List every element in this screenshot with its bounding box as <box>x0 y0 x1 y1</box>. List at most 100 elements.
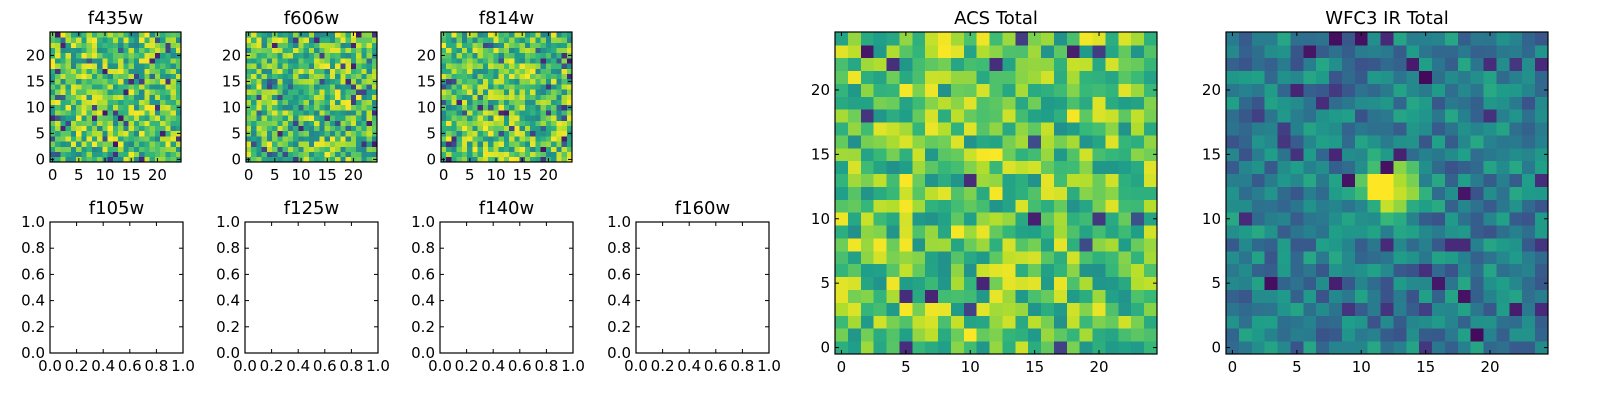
heatmap-cell <box>912 238 926 252</box>
heatmap-cell <box>556 73 562 80</box>
heatmap-cell <box>1028 160 1042 175</box>
heatmap-cell <box>175 84 182 90</box>
heatmap-cell <box>1131 328 1145 342</box>
heatmap-cell <box>561 110 568 116</box>
heatmap-cell <box>514 136 520 142</box>
heatmap-cell <box>345 151 352 158</box>
heatmap-cell <box>561 141 568 147</box>
heatmap-cell <box>1470 57 1484 72</box>
heatmap-cell <box>938 122 952 136</box>
heatmap-cell <box>467 146 473 152</box>
heatmap-cell <box>86 73 93 80</box>
heatmap-cell <box>350 84 357 90</box>
heatmap-cell <box>298 89 305 95</box>
heatmap-cell <box>1432 135 1446 149</box>
heatmap-cell <box>303 63 310 69</box>
heatmap-cell <box>118 115 124 121</box>
heatmap-cell <box>545 110 552 116</box>
heatmap-cell <box>1238 302 1253 316</box>
heatmap-cell <box>1118 328 1132 342</box>
heatmap-cell <box>86 130 93 137</box>
heatmap-cell <box>561 104 568 111</box>
heatmap-cell <box>847 238 862 252</box>
heatmap-cell <box>493 125 500 132</box>
heatmap-cell <box>1092 302 1106 316</box>
heatmap-cell <box>566 89 573 95</box>
heatmap-cell <box>1354 135 1369 149</box>
heatmap-cell <box>251 156 257 163</box>
heatmap-cell <box>70 73 77 80</box>
y-tick-label: 1.0 <box>411 213 435 231</box>
heatmap-cell <box>1329 70 1343 84</box>
heatmap-cell <box>503 115 510 121</box>
heatmap-cell <box>441 141 447 147</box>
heatmap-cell <box>472 52 479 59</box>
heatmap-cell <box>938 135 952 149</box>
heatmap-cell <box>925 147 939 162</box>
heatmap-cell <box>1028 263 1042 278</box>
heatmap-cell <box>308 141 315 147</box>
heatmap-cell <box>1483 276 1497 290</box>
heatmap-cell <box>76 99 82 106</box>
heatmap-cell <box>1470 263 1484 278</box>
heatmap-cell <box>133 42 140 48</box>
heatmap-cell <box>361 141 367 147</box>
heatmap-cell <box>1470 328 1484 342</box>
heatmap-cell <box>1470 238 1484 252</box>
heatmap-cell <box>1251 212 1266 226</box>
heatmap-cell <box>60 32 67 38</box>
heatmap-cell <box>847 109 862 123</box>
heatmap-cell <box>503 110 510 116</box>
heatmap-cell <box>1131 225 1145 239</box>
heatmap-cell <box>446 58 452 64</box>
heatmap-cell <box>308 63 315 69</box>
y-tick-label: 20 <box>1202 81 1221 99</box>
heatmap-cell <box>873 57 887 72</box>
heatmap-cell <box>456 63 463 69</box>
heatmap-cell <box>472 151 479 158</box>
heatmap-cell <box>293 125 299 132</box>
heatmap-cell <box>472 120 479 126</box>
heatmap-cell <box>1316 83 1330 97</box>
heatmap-cell <box>446 151 452 158</box>
heatmap-cell <box>165 78 171 85</box>
heatmap-cell <box>1329 186 1343 200</box>
heatmap-cell <box>1015 315 1029 329</box>
heatmap-cell <box>144 32 150 38</box>
heatmap-cell <box>1496 109 1510 123</box>
heatmap-cell <box>472 68 479 74</box>
heatmap-cell <box>938 83 952 97</box>
heatmap-cell <box>139 110 145 116</box>
heatmap-cell <box>324 68 331 74</box>
heatmap-cell <box>488 125 494 132</box>
heatmap-cell <box>1251 32 1266 46</box>
heatmap-cell <box>1131 276 1145 290</box>
y-tick-label: 10 <box>1202 210 1221 228</box>
heatmap-cell <box>282 47 289 54</box>
heatmap-cell <box>1496 341 1510 355</box>
heatmap-cell <box>498 99 505 106</box>
heatmap-cell <box>329 42 336 48</box>
heatmap-cell <box>873 199 887 213</box>
heatmap-cell <box>123 151 129 158</box>
heatmap-cell <box>886 186 900 200</box>
heatmap-cell <box>488 47 494 54</box>
heatmap-cell <box>503 58 510 64</box>
heatmap-cell <box>1483 315 1497 329</box>
heatmap-cell <box>287 99 294 106</box>
heatmap-cell <box>456 151 463 158</box>
heatmap-cell <box>530 115 536 121</box>
heatmap-cell <box>261 37 268 43</box>
heatmap-cell <box>524 78 531 85</box>
heatmap-cell <box>1118 96 1132 110</box>
heatmap-cell <box>1290 225 1304 239</box>
heatmap-cell <box>81 78 88 85</box>
heatmap-cell <box>70 151 77 158</box>
heatmap-cell <box>1367 341 1381 355</box>
y-tick-label: 15 <box>811 145 830 163</box>
heatmap-cell <box>345 125 352 132</box>
heatmap-cell <box>1483 122 1497 136</box>
heatmap-cell <box>860 147 875 162</box>
heatmap-cell <box>1028 315 1042 329</box>
heatmap-cell <box>963 83 978 97</box>
